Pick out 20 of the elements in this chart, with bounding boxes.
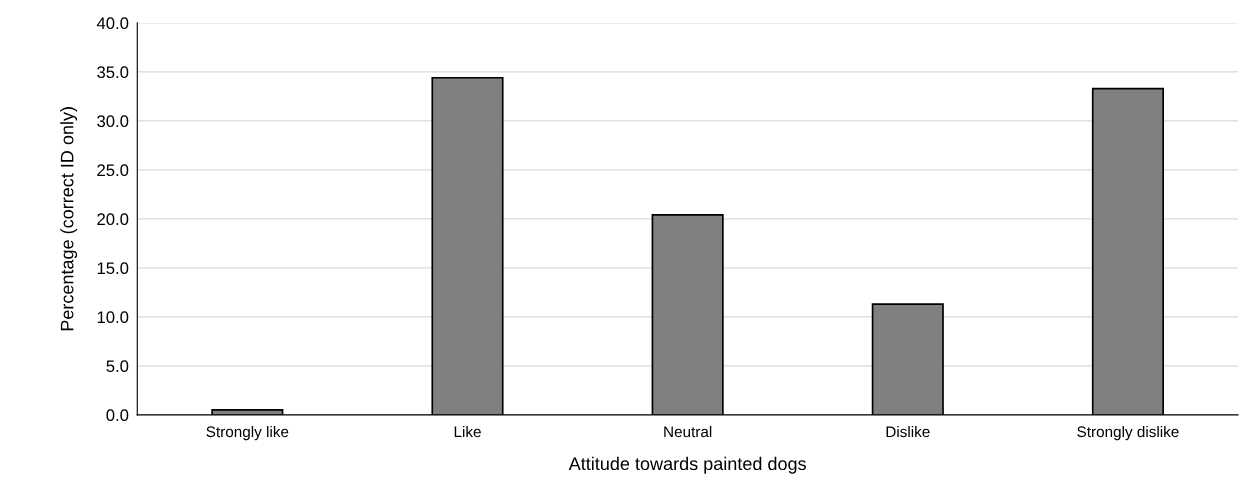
y-tick-label: 30.0 xyxy=(97,115,129,128)
bar xyxy=(1091,87,1165,415)
bar xyxy=(871,303,944,415)
x-tick-label: Strongly dislike xyxy=(1077,425,1179,441)
y-tick-label: 20.0 xyxy=(97,213,129,226)
y-tick-label: 40.0 xyxy=(96,17,129,30)
y-tick-label: 10.0 xyxy=(97,311,129,324)
x-tick-label: Dislike xyxy=(886,425,930,438)
x-tick-label: Neutral xyxy=(664,425,712,438)
y-tick-label: 0.0 xyxy=(106,409,129,422)
bar xyxy=(651,214,724,415)
y-tick-label: 5.0 xyxy=(106,360,129,373)
x-axis-title: Attitude towards painted dogs xyxy=(568,456,806,474)
y-axis-title: Percentage (correct ID only) xyxy=(60,107,78,331)
y-tick-label: 35.0 xyxy=(97,66,129,79)
x-tick-label: Like xyxy=(454,425,481,438)
x-tick-label: Strongly like xyxy=(206,425,289,441)
y-tick-label: 15.0 xyxy=(97,262,129,275)
bar xyxy=(431,76,504,415)
y-tick-label: 25.0 xyxy=(97,164,129,177)
